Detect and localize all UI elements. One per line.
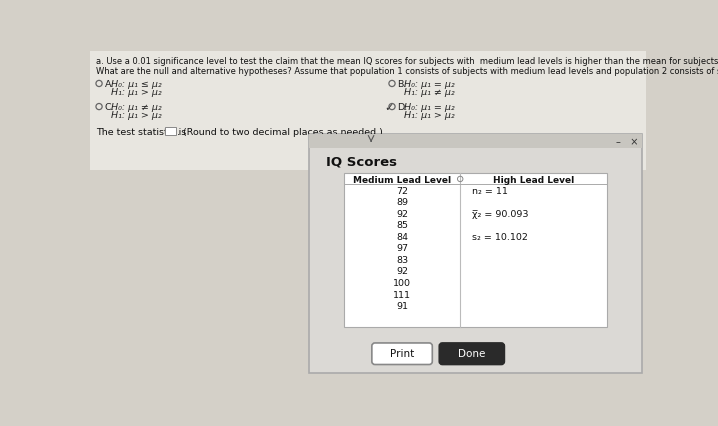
Text: A.: A. xyxy=(105,80,114,89)
Text: a. Use a 0.01 significance level to test the claim that the mean IQ scores for s: a. Use a 0.01 significance level to test… xyxy=(96,57,718,66)
Text: . (Round to two decimal places as needed.): . (Round to two decimal places as needed… xyxy=(177,128,383,137)
FancyBboxPatch shape xyxy=(372,343,432,365)
FancyBboxPatch shape xyxy=(309,134,643,148)
Text: 97: 97 xyxy=(396,245,408,253)
Text: H₁: μ₁ ≠ μ₂: H₁: μ₁ ≠ μ₂ xyxy=(404,88,454,97)
Text: Done: Done xyxy=(458,349,485,359)
Text: –   ×: – × xyxy=(616,137,638,147)
Text: H₁: μ₁ > μ₂: H₁: μ₁ > μ₂ xyxy=(111,111,162,120)
Text: 85: 85 xyxy=(396,221,408,230)
Text: Medium Lead Level: Medium Lead Level xyxy=(353,176,451,185)
Text: D.: D. xyxy=(398,103,408,112)
Text: The test statistic is: The test statistic is xyxy=(96,128,186,137)
Text: IQ Scores: IQ Scores xyxy=(326,156,397,169)
Text: s₂ = 10.102: s₂ = 10.102 xyxy=(472,233,528,242)
Text: 89: 89 xyxy=(396,198,408,207)
Text: 72: 72 xyxy=(396,187,408,196)
FancyBboxPatch shape xyxy=(309,134,643,373)
FancyBboxPatch shape xyxy=(439,343,504,365)
Text: C.: C. xyxy=(105,103,114,112)
Text: 100: 100 xyxy=(393,279,411,288)
Text: H₀: μ₁ ≠ μ₂: H₀: μ₁ ≠ μ₂ xyxy=(111,103,162,112)
Text: Print: Print xyxy=(390,349,414,359)
Text: 92: 92 xyxy=(396,268,408,276)
Text: What are the null and alternative hypotheses? Assume that population 1 consists : What are the null and alternative hypoth… xyxy=(96,66,718,75)
Text: 83: 83 xyxy=(396,256,408,265)
FancyBboxPatch shape xyxy=(164,127,176,135)
Text: B.: B. xyxy=(398,80,407,89)
Text: χ̅₂ = 90.093: χ̅₂ = 90.093 xyxy=(472,210,528,219)
Text: H₀: μ₁ = μ₂: H₀: μ₁ = μ₂ xyxy=(404,80,454,89)
Text: ✓: ✓ xyxy=(384,104,393,113)
Text: 92: 92 xyxy=(396,210,408,219)
Text: H₀: μ₁ = μ₂: H₀: μ₁ = μ₂ xyxy=(404,103,454,112)
Text: H₁: μ₁ > μ₂: H₁: μ₁ > μ₂ xyxy=(404,111,454,120)
Text: 91: 91 xyxy=(396,302,408,311)
Text: n₂ = 11: n₂ = 11 xyxy=(472,187,508,196)
FancyBboxPatch shape xyxy=(344,173,607,327)
Text: H₀: μ₁ ≤ μ₂: H₀: μ₁ ≤ μ₂ xyxy=(111,80,162,89)
Text: H₁: μ₁ > μ₂: H₁: μ₁ > μ₂ xyxy=(111,88,162,97)
Text: 111: 111 xyxy=(393,291,411,299)
Text: 84: 84 xyxy=(396,233,408,242)
Text: High Lead Level: High Lead Level xyxy=(493,176,574,185)
FancyBboxPatch shape xyxy=(90,51,646,170)
